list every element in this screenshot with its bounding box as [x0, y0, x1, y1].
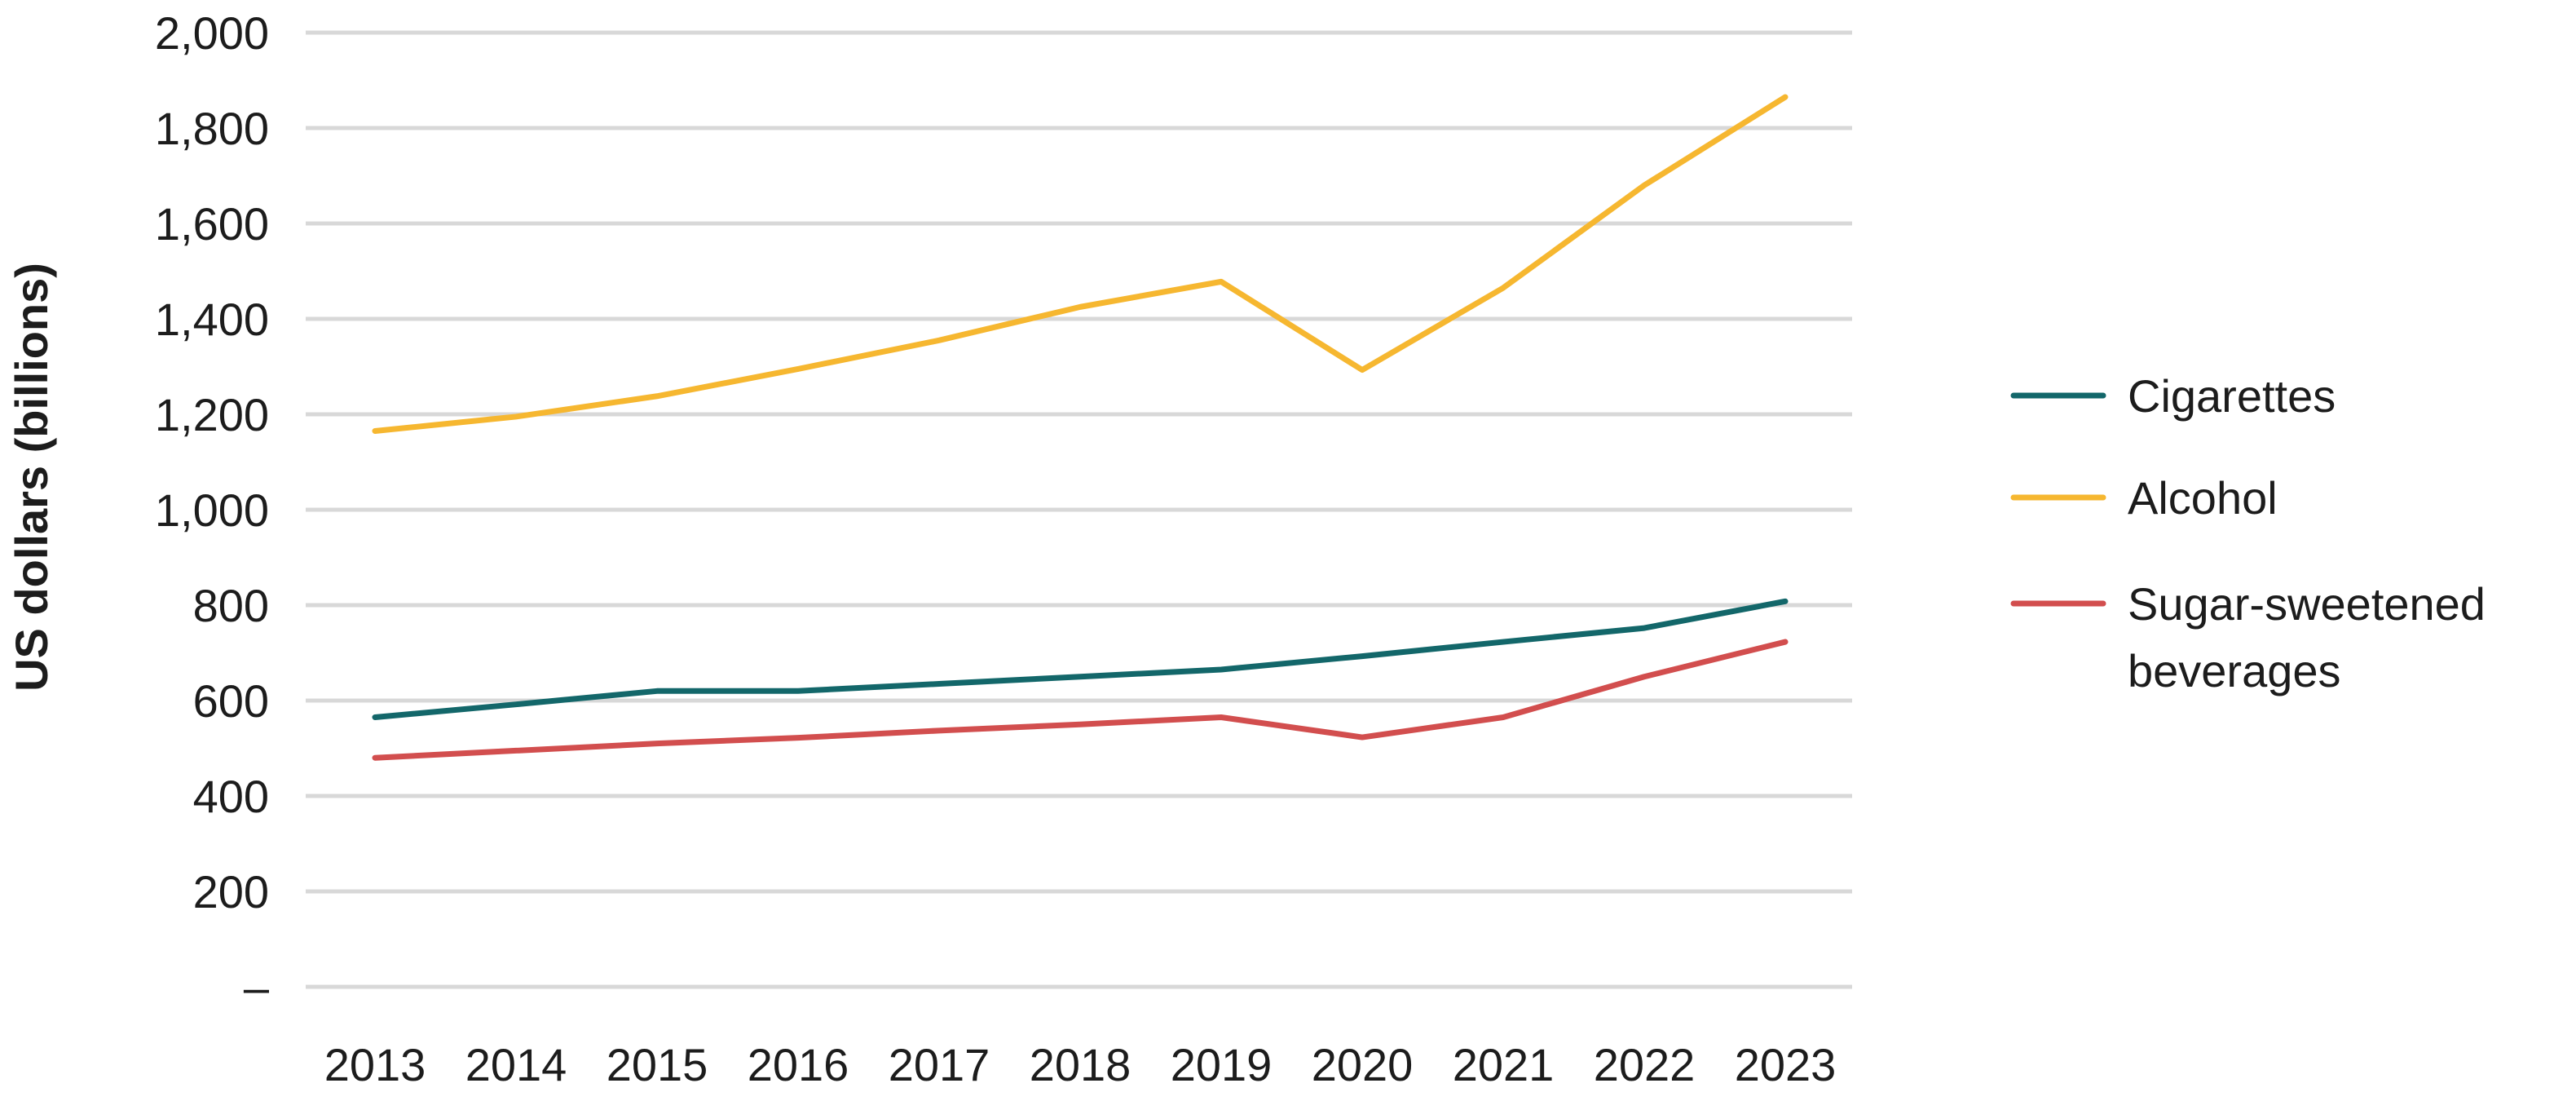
y-tick-label: 1,200 [155, 389, 269, 440]
y-axis-title: US dollars (billions) [6, 263, 57, 692]
y-tick-label: 600 [193, 675, 269, 727]
series-2 [372, 639, 1789, 761]
y-tick-label: 1,000 [155, 484, 269, 536]
legend-label: Sugar-sweetened [2128, 578, 2486, 630]
series-lines [372, 94, 1789, 761]
legend-item: Cigarettes [2010, 370, 2336, 422]
series-1 [372, 94, 1789, 434]
x-tick-label: 2013 [324, 1039, 426, 1090]
x-tick-label: 2017 [889, 1039, 990, 1090]
x-tick-label: 2018 [1030, 1039, 1131, 1090]
legend-label: Alcohol [2128, 472, 2278, 524]
x-tick-label: 2021 [1453, 1039, 1555, 1090]
legend-label: Cigarettes [2128, 370, 2336, 422]
y-tick-label: 2,000 [155, 7, 269, 59]
x-tick-label: 2019 [1171, 1039, 1273, 1090]
y-tick-label: 1,600 [155, 198, 269, 250]
x-tick-label: 2020 [1312, 1039, 1414, 1090]
y-tick-label: 200 [193, 866, 269, 918]
y-axis-ticks: – 200 400 600 800 1,000 1,200 1,400 1,600 1,800 2,… [155, 7, 270, 1013]
legend-label: beverages [2128, 645, 2341, 696]
y-tick-label: 800 [193, 580, 269, 631]
series-0 [372, 598, 1789, 720]
y-tick-label: – [244, 962, 270, 1013]
y-tick-label: 1,400 [155, 294, 269, 345]
x-axis-ticks: 2013 2014 2015 2016 2017 2018 2019 2020 2021 2022… [324, 1039, 1837, 1090]
x-tick-label: 2016 [748, 1039, 849, 1090]
y-tick-label: 400 [193, 771, 269, 822]
x-tick-label: 2014 [465, 1039, 567, 1090]
legend-item: Sugar-sweetened beverages [2010, 578, 2486, 696]
y-tick-label: 1,800 [155, 103, 269, 154]
gridlines [306, 30, 1852, 989]
x-tick-label: 2015 [607, 1039, 708, 1090]
x-tick-label: 2023 [1735, 1039, 1837, 1090]
legend: Cigarettes Alcohol Sugar-sweetened beverage… [2010, 370, 2486, 696]
x-tick-label: 2022 [1594, 1039, 1696, 1090]
series-line [372, 94, 1789, 434]
legend-item: Alcohol [2010, 472, 2278, 524]
